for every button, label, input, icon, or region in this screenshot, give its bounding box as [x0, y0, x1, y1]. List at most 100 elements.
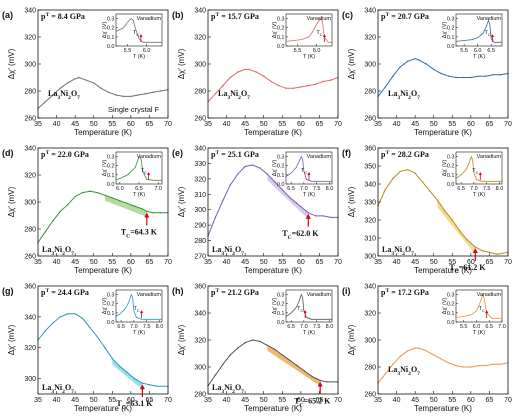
tc-label: TC=61.2 K	[449, 263, 486, 275]
inset-y-tick-label: 0.0	[277, 44, 285, 50]
y-tick-label: 340	[364, 284, 376, 291]
y-tick-label: 340	[24, 314, 36, 321]
y-tick-label: 340	[194, 146, 206, 153]
data-point	[67, 82, 69, 84]
inset-tc-label: TC	[297, 306, 303, 313]
y-tick-label: 300	[364, 338, 376, 345]
y-tick-label: 360	[194, 284, 206, 291]
x-tick-label: 40	[223, 397, 231, 404]
data-point	[119, 200, 121, 202]
data-point	[384, 373, 387, 375]
data-point	[222, 363, 224, 365]
data-point	[492, 74, 494, 76]
data-point	[326, 381, 328, 383]
panel-i: 35 40 45 50 55 60 65 70 260 280 300 320 340 Temperatu…	[342, 284, 512, 414]
x-tick-label: 45	[411, 121, 419, 128]
panel-c: 35 40 45 50 55 60 65 70 260 280 300 320 340 Temperatu…	[342, 8, 512, 138]
data-point	[470, 76, 472, 79]
inset-line	[455, 293, 502, 319]
inset-x-label: T (K)	[133, 54, 145, 60]
inset: 6.5 7.0 7.5 8.0 0.0 0.1 0.2 0.3 T (K) Δχ′ (V) Vana…	[272, 151, 333, 198]
y-tick-label: 280	[24, 227, 36, 234]
y-tick-label: 320	[24, 35, 36, 42]
data-point	[407, 60, 409, 62]
inset-line	[285, 155, 332, 182]
data-point	[222, 84, 224, 87]
inset-y-label: Δχ′ (V)	[272, 298, 278, 315]
inset-y-tick-label: 0.2	[107, 164, 115, 170]
y-tick-label: 300	[194, 365, 206, 372]
x-axis-label: Temperature (K)	[244, 404, 302, 413]
data-point	[319, 379, 321, 382]
data-point	[447, 75, 450, 77]
data-point	[407, 350, 409, 352]
data-point	[74, 313, 76, 315]
y-tick-label: 340	[364, 8, 376, 15]
inset-y-tick-label: 0.3	[447, 17, 455, 23]
inset-y-label: Δχ′ (V)	[102, 22, 108, 39]
data-point	[119, 365, 121, 367]
inset-y-label: Δχ′ (V)	[442, 160, 448, 177]
inset-x-tick-label: 6.0	[473, 324, 481, 330]
y-tick-label: 310	[364, 236, 376, 243]
x-tick-label: 50	[430, 259, 438, 266]
inset-y-tick-label: 0.3	[107, 155, 115, 161]
data-point	[392, 75, 394, 77]
tc-arrow-head	[317, 381, 323, 387]
data-point	[115, 94, 117, 96]
inset-y-tick-label: 0.3	[107, 17, 115, 23]
x-tick-label: 70	[164, 121, 172, 128]
inset-y-tick-label: 0.2	[447, 26, 455, 32]
inset-x-tick-label: 6.0	[143, 48, 151, 54]
x-tick-label: 65	[146, 397, 154, 404]
material-label: La3Ni2O7	[212, 383, 244, 395]
inset-y-tick-label: 0.3	[447, 155, 455, 161]
x-tick-label: 65	[316, 259, 324, 266]
data-point	[52, 220, 54, 222]
y-tick-label: 290	[194, 223, 206, 230]
data-point	[159, 212, 162, 214]
data-point	[214, 374, 217, 376]
y-tick-label: 320	[194, 338, 206, 345]
inset-title: Vanadium	[477, 292, 502, 298]
data-point	[255, 71, 257, 73]
y-axis-label: Δχ′ (mV)	[177, 186, 186, 217]
x-tick-label: 70	[164, 397, 172, 404]
inset-tc-arrow-head	[140, 310, 144, 313]
data-point	[145, 93, 147, 95]
inset-y-tick-label: 0.1	[447, 173, 455, 179]
inset-x-tick-label: 6.5	[287, 324, 295, 330]
x-tick-label: 50	[430, 397, 438, 404]
data-point	[384, 86, 387, 88]
inset-y-tick-label: 0.1	[107, 173, 115, 179]
x-tick-label: 55	[278, 397, 286, 404]
x-tick-label: 65	[486, 121, 494, 128]
material-label: La3Ni2O7	[388, 365, 420, 377]
inset-y-tick-label: 0.2	[107, 302, 115, 308]
panel-h: 35 40 45 50 55 60 65 70 280 300 320 340 360 Temperatu…	[172, 284, 342, 414]
series-line	[37, 76, 169, 109]
data-point	[78, 76, 80, 79]
inset-x-tick-label: 7.5	[313, 186, 321, 192]
pressure-label: pT = 21.2 GPa	[211, 288, 259, 297]
inset-line	[115, 18, 162, 43]
inset-y-tick-label: 0.1	[107, 35, 115, 41]
data-point	[251, 339, 254, 341]
data-point	[104, 194, 106, 196]
plot-frame	[37, 285, 169, 395]
x-tick-label: 45	[411, 397, 419, 404]
inset: 5.5 6.0 6.5 0.0 0.1 0.2 0.3 T (K) Δχ′ (V) Vanadiu…	[442, 13, 503, 60]
inset-y-tick-label: 0.0	[107, 182, 115, 188]
inset-tc-arrow-head	[303, 310, 307, 313]
data-point	[52, 94, 54, 96]
inset-tc-arrow-head	[485, 310, 489, 313]
data-point	[126, 371, 128, 374]
inset-x-tick-label: 8.0	[496, 186, 504, 192]
data-point	[329, 216, 332, 219]
panel-label: (d)	[2, 148, 14, 158]
inset-x-tick-label: 7.5	[313, 324, 321, 330]
data-point	[384, 188, 387, 191]
data-point	[59, 87, 61, 90]
inset-x-tick-label: 6.5	[457, 186, 465, 192]
x-tick-label: 40	[53, 259, 61, 266]
